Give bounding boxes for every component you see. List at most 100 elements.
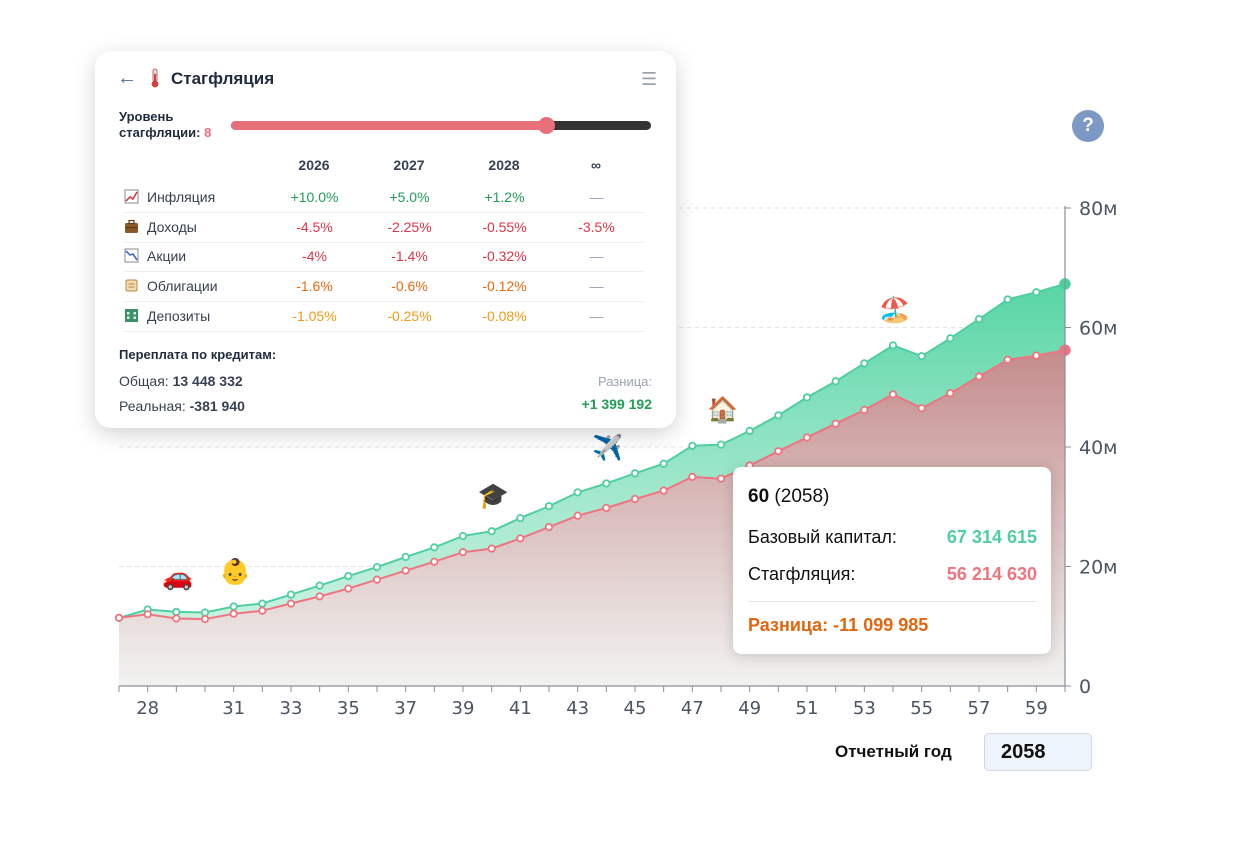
stagflation-point	[401, 566, 410, 575]
tooltip-stag-value: 56 214 630	[946, 564, 1037, 584]
base-capital-point	[172, 607, 181, 617]
chart-tooltip: 60 (2058) Базовый капитал: 67 314 615 Ст…	[733, 467, 1051, 654]
chart-up-icon	[124, 189, 139, 204]
report-year-label: Отчетный год	[835, 742, 952, 761]
y-tick-label: 20м	[1079, 557, 1118, 579]
overpay-diff-value: +1 399 192	[581, 396, 652, 412]
airplane-icon: ✈️	[592, 433, 624, 463]
table-cell: -2.25%	[362, 212, 457, 243]
x-tick-label: 28	[136, 698, 159, 719]
table-row: Доходы -4.5% -2.25% -0.55% -3.5%	[124, 212, 651, 243]
row-name: Акции	[147, 248, 187, 265]
y-tick-label: 40м	[1079, 437, 1118, 459]
table-column-header: 2026	[298, 157, 330, 173]
base-capital-point	[774, 411, 783, 420]
base-capital-point	[630, 469, 640, 478]
stagflation-panel: ← Стагфляция ☰ Уровень стагфляции: 8 202…	[95, 51, 676, 428]
slider-knob[interactable]	[538, 117, 555, 134]
table-cell: -3.5%	[549, 212, 644, 243]
car-icon: 🚗	[162, 561, 194, 591]
x-tick-label: 37	[394, 698, 417, 719]
base-capital-point	[229, 602, 238, 611]
x-tick-label: 47	[681, 698, 704, 719]
house-icon: 🏠	[707, 394, 739, 424]
tooltip-base-label: Базовый капитал:	[748, 527, 897, 547]
base-capital-point	[860, 359, 869, 368]
table-cell: +1.2%	[457, 182, 552, 213]
stagflation-point	[573, 511, 582, 520]
stagflation-level-label: Уровень стагфляции: 8	[119, 109, 212, 140]
table-column-header: 2027	[393, 157, 425, 173]
table-cell: —	[549, 241, 644, 273]
base-capital-point	[516, 514, 525, 523]
beach-icon: 🏖️	[879, 295, 911, 325]
stagflation-point	[917, 404, 926, 413]
thermometer-icon	[151, 68, 159, 88]
row-name: Доходы	[147, 218, 197, 235]
stagflation-point	[946, 389, 955, 398]
panel-title: Стагфляция	[171, 69, 275, 88]
x-tick-label: 31	[222, 698, 245, 719]
table-cell: -0.08%	[457, 301, 552, 332]
x-tick-label: 39	[452, 698, 475, 719]
base-capital-point	[372, 562, 382, 572]
y-tick-label: 80м	[1079, 198, 1118, 220]
graduation-cap-icon: 🎓	[477, 481, 509, 511]
x-tick-label: 57	[968, 698, 991, 719]
base-capital-point	[200, 608, 210, 617]
stagflation-point	[114, 613, 124, 622]
table-cell: -0.55%	[457, 212, 552, 243]
table-cell: -4.5%	[267, 212, 362, 243]
base-capital-point	[286, 590, 296, 599]
base-capital-point	[573, 488, 582, 497]
x-tick-label: 35	[337, 698, 360, 719]
x-tick-label: 33	[280, 698, 303, 719]
table-cell: -0.32%	[457, 241, 552, 273]
stagflation-point	[200, 614, 210, 624]
y-tick-label: 0	[1079, 676, 1091, 698]
x-tick-label: 43	[566, 698, 589, 719]
stagflation-point	[258, 606, 267, 615]
stagflation-slider[interactable]	[231, 115, 651, 137]
stagflation-point	[344, 584, 353, 593]
stagflation-point	[172, 614, 181, 623]
base-capital-point	[544, 502, 554, 511]
tooltip-stag-label: Стагфляция:	[748, 564, 856, 584]
stagflation-point	[143, 610, 152, 619]
row-label: Доходы	[124, 212, 289, 243]
base-capital-point	[745, 426, 754, 435]
row-label: Депозиты	[124, 301, 289, 332]
base-capital-point	[258, 599, 267, 608]
menu-icon[interactable]: ☰	[641, 69, 658, 89]
base-capital-point	[315, 581, 324, 590]
base-capital-point	[659, 459, 668, 468]
stagflation-point	[860, 405, 869, 415]
briefcase-icon	[125, 219, 138, 233]
overpay-real: Реальная: -381 940	[119, 398, 245, 414]
overpay-diff-label: Разница:	[597, 374, 652, 389]
report-year-input[interactable]	[984, 733, 1092, 771]
tooltip-base-value: 67 314 615	[946, 527, 1037, 547]
table-cell: -0.6%	[362, 271, 457, 303]
scroll-icon	[125, 279, 138, 292]
help-button[interactable]: ?	[1072, 110, 1104, 142]
x-tick-label: 41	[509, 698, 532, 719]
stagflation-line	[118, 349, 1066, 621]
table-cell: -1.05%	[267, 301, 362, 332]
stagflation-point	[602, 503, 611, 513]
stagflation-point	[774, 447, 783, 456]
table-cell: +10.0%	[267, 182, 362, 213]
table-column-header: 2028	[488, 157, 520, 173]
stagflation-point	[430, 557, 439, 566]
stagflation-point	[315, 592, 324, 601]
back-arrow-icon[interactable]: ←	[117, 67, 137, 89]
table-cell: -0.12%	[457, 271, 552, 303]
x-tick-label: 53	[853, 698, 876, 719]
row-label: Облигации	[124, 271, 289, 303]
base-capital-point	[802, 393, 812, 402]
row-name: Облигации	[147, 278, 218, 295]
table-cell: +5.0%	[362, 182, 457, 213]
stagflation-point	[372, 575, 382, 584]
stagflation-point	[974, 372, 984, 381]
base-capital-point	[1032, 288, 1041, 297]
